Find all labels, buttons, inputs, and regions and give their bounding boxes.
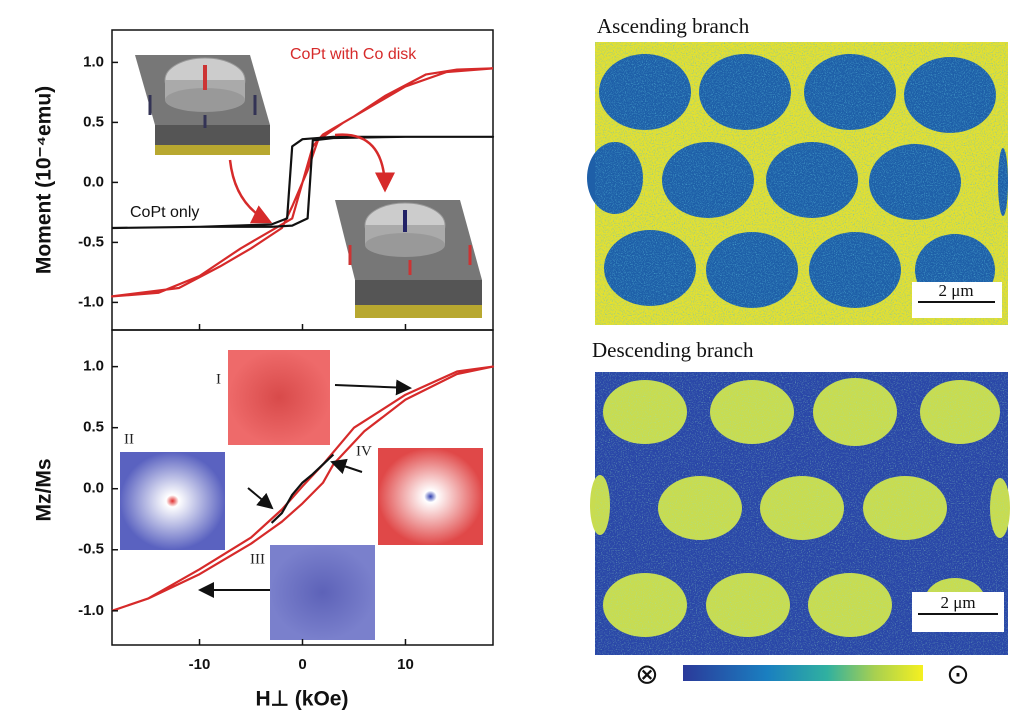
x-axis-label: H⊥ (kOe) xyxy=(256,688,349,711)
scale-bar-label: 2 μm xyxy=(940,593,975,612)
arrow xyxy=(334,379,412,396)
annotation: I xyxy=(216,371,221,387)
image-title: Ascending branch xyxy=(597,14,750,38)
image-title: Descending branch xyxy=(592,338,754,362)
arrow xyxy=(247,487,274,510)
y-tick-label: -0.5 xyxy=(78,541,104,558)
y-tick-label: 0.5 xyxy=(83,113,104,130)
colorbar xyxy=(683,665,923,681)
data-line xyxy=(270,453,335,524)
data-line xyxy=(111,135,495,230)
colorbar-symbol: ⊗ xyxy=(635,658,658,689)
scale-bar-label: 2 μm xyxy=(938,281,973,300)
inset-map xyxy=(270,545,375,640)
y-tick-label: 0.0 xyxy=(83,173,104,190)
arrow xyxy=(330,458,363,475)
y-tick-label: 1.0 xyxy=(83,53,104,70)
x-tick-label: 0 xyxy=(298,656,306,673)
plot-marks xyxy=(110,67,495,612)
series-label: CoPt only xyxy=(130,204,199,221)
inset-sketch xyxy=(135,55,270,155)
y-tick-label: 0.5 xyxy=(83,419,104,436)
annotation: II xyxy=(124,431,134,447)
x-tick-label: -10 xyxy=(189,656,211,673)
inset-map xyxy=(228,350,330,445)
y-axis-label: Mz/Ms xyxy=(33,459,56,522)
scale-bar-box xyxy=(912,282,1002,318)
colorbar-symbol: ⊙ xyxy=(946,658,969,689)
data-line xyxy=(111,365,495,612)
scale-bar-box xyxy=(912,592,1004,632)
annotation: III xyxy=(250,551,265,567)
inset-map xyxy=(378,448,483,545)
inset-sketch xyxy=(335,200,482,318)
inset-map xyxy=(120,452,225,550)
arrow xyxy=(228,159,273,224)
y-tick-label: -1.0 xyxy=(78,602,104,619)
y-tick-label: 1.0 xyxy=(83,358,104,375)
annotation: IV xyxy=(356,443,372,459)
series-label: CoPt with Co disk xyxy=(290,46,417,63)
arrow xyxy=(334,133,395,193)
y-axis-label: Moment (10⁻⁴emu) xyxy=(33,86,56,274)
y-tick-label: 0.0 xyxy=(83,480,104,497)
x-tick-label: 10 xyxy=(397,656,414,673)
data-line xyxy=(110,67,494,298)
y-tick-label: -0.5 xyxy=(78,233,104,250)
mfm-image xyxy=(587,42,1008,325)
y-tick-label: -1.0 xyxy=(78,293,104,310)
